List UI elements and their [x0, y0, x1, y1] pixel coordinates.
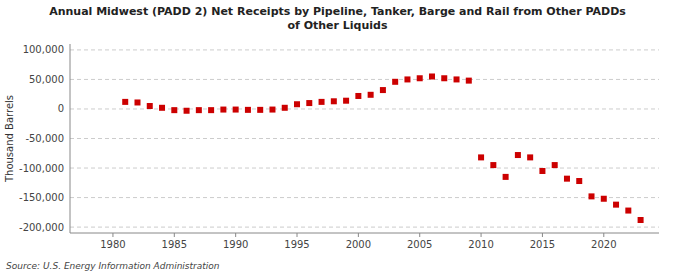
point	[282, 105, 288, 111]
y-grid-line	[70, 227, 659, 228]
point	[184, 108, 190, 114]
x-tick-label: 2000	[346, 239, 371, 250]
point	[478, 154, 484, 160]
y-tick-label: -100,000	[19, 163, 64, 174]
point	[490, 162, 496, 168]
x-tick	[542, 233, 543, 237]
y-axis-line	[70, 44, 71, 233]
y-grid	[70, 50, 659, 227]
x-tick-label: 1980	[100, 239, 125, 250]
x-tick	[419, 233, 420, 237]
point	[355, 93, 361, 99]
x-tick	[481, 233, 482, 237]
point	[503, 174, 509, 180]
point	[147, 103, 153, 109]
point	[613, 202, 619, 208]
y-tick-label: -50,000	[25, 133, 64, 144]
x-tick-label: 1995	[284, 239, 309, 250]
point	[417, 75, 423, 81]
title-line: of Other Liquids	[287, 19, 387, 32]
point	[159, 105, 165, 111]
point	[638, 217, 644, 223]
point	[552, 162, 558, 168]
point	[306, 100, 312, 106]
y-grid-line	[70, 138, 659, 139]
x-axis-line	[70, 233, 659, 234]
points	[122, 73, 643, 223]
y-grid-line	[70, 49, 659, 50]
x-tick-label: 1990	[223, 239, 248, 250]
point	[233, 107, 239, 113]
x-tick	[358, 233, 359, 237]
point	[601, 196, 607, 202]
x-tick-label: 2015	[530, 239, 555, 250]
point	[466, 78, 472, 84]
point	[196, 107, 202, 113]
x-tick	[235, 233, 236, 237]
x-tick	[297, 233, 298, 237]
point	[429, 73, 435, 79]
y-grid-line	[70, 197, 659, 198]
point	[368, 92, 374, 98]
title-line: Annual Midwest (PADD 2) Net Receipts by …	[49, 5, 626, 18]
x-tick-label: 1985	[162, 239, 187, 250]
point	[625, 208, 631, 214]
title: Annual Midwest (PADD 2) Net Receipts by …	[49, 5, 626, 32]
point	[257, 107, 263, 113]
point	[515, 152, 521, 158]
point	[122, 99, 128, 105]
y-grid-line	[70, 79, 659, 80]
point	[245, 107, 251, 113]
y-tick-label: 0	[58, 103, 64, 114]
point	[208, 107, 214, 113]
point	[564, 176, 570, 182]
point	[539, 168, 545, 174]
y-tick-label: -200,000	[19, 222, 64, 233]
point	[392, 79, 398, 85]
point	[319, 99, 325, 105]
point	[454, 76, 460, 82]
point	[269, 107, 275, 113]
y-grid-line	[70, 168, 659, 169]
y-grid-line	[70, 108, 659, 109]
source: Source: U.S. Energy Information Administ…	[6, 261, 220, 271]
point	[576, 178, 582, 184]
point	[380, 87, 386, 93]
point	[294, 101, 300, 107]
point	[589, 193, 595, 199]
point	[220, 107, 226, 113]
x-tick	[603, 233, 604, 237]
y-tick-label: -150,000	[19, 192, 64, 203]
y-tick-label: 100,000	[23, 44, 64, 55]
point	[134, 99, 140, 105]
point	[527, 154, 533, 160]
point	[171, 107, 177, 113]
point	[441, 75, 447, 81]
x-tick	[174, 233, 175, 237]
x-tick-label: 2010	[468, 239, 493, 250]
y-tick-label: 50,000	[29, 74, 64, 85]
x-tick	[112, 233, 113, 237]
y-axis-label: Thousand Barrels	[4, 95, 15, 183]
point	[404, 76, 410, 82]
chart: Annual Midwest (PADD 2) Net Receipts by …	[0, 0, 675, 275]
point	[331, 98, 337, 104]
x-tick-label: 2005	[407, 239, 432, 250]
point	[343, 98, 349, 104]
x-tick-label: 2020	[591, 239, 616, 250]
